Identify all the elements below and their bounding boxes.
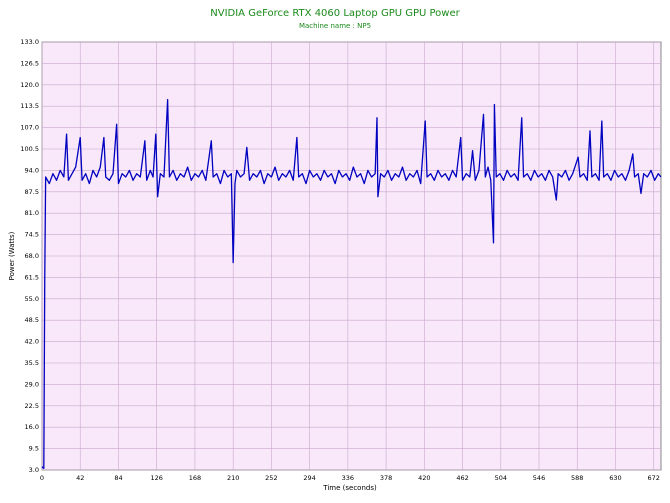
x-tick-label: 462 (456, 474, 468, 482)
x-tick-label: 210 (227, 474, 239, 482)
x-tick-label: 0 (40, 474, 44, 482)
y-tick-label: 126.5 (20, 59, 39, 67)
chart-title: NVIDIA GeForce RTX 4060 Laptop GPU GPU P… (210, 8, 460, 19)
y-tick-label: 100.5 (20, 145, 39, 153)
y-tick-label: 42.0 (25, 338, 39, 346)
y-tick-label: 48.5 (25, 316, 39, 324)
y-tick-label: 55.0 (25, 295, 39, 303)
x-tick-label: 672 (648, 474, 660, 482)
y-axis-label: Power (Watts) (8, 231, 16, 280)
y-tick-label: 74.5 (25, 231, 39, 239)
x-tick-label: 168 (189, 474, 201, 482)
x-tick-label: 84 (114, 474, 122, 482)
y-tick-label: 35.5 (25, 359, 39, 367)
x-tick-label: 546 (533, 474, 545, 482)
y-tick-label: 68.0 (25, 252, 39, 260)
y-tick-label: 61.5 (25, 273, 39, 281)
x-axis-label: Time (seconds) (322, 484, 377, 492)
x-tick-label: 294 (303, 474, 315, 482)
y-tick-label: 81.0 (25, 209, 39, 217)
y-tick-label: 3.0 (29, 466, 39, 474)
y-tick-label: 29.0 (25, 380, 39, 388)
x-tick-label: 504 (495, 474, 507, 482)
x-tick-label: 252 (265, 474, 277, 482)
y-tick-label: 120.0 (20, 81, 39, 89)
x-tick-label: 42 (76, 474, 84, 482)
y-tick-label: 16.0 (25, 423, 39, 431)
chart-subtitle: Machine name : NP5 (299, 22, 371, 30)
y-tick-label: 113.5 (20, 102, 39, 110)
x-tick-label: 630 (609, 474, 621, 482)
x-tick-label: 336 (342, 474, 354, 482)
data-line (41, 98, 662, 469)
y-tick-label: 94.0 (25, 166, 39, 174)
x-tick-label: 420 (418, 474, 430, 482)
y-tick-label: 87.5 (25, 188, 39, 196)
x-tick-label: 126 (150, 474, 162, 482)
y-tick-label: 133.0 (20, 38, 39, 46)
y-tick-label: 22.5 (25, 402, 39, 410)
x-tick-label: 588 (571, 474, 583, 482)
x-tick-label: 378 (380, 474, 392, 482)
y-tick-label: 107.0 (20, 124, 39, 132)
y-tick-label: 9.5 (29, 445, 39, 453)
